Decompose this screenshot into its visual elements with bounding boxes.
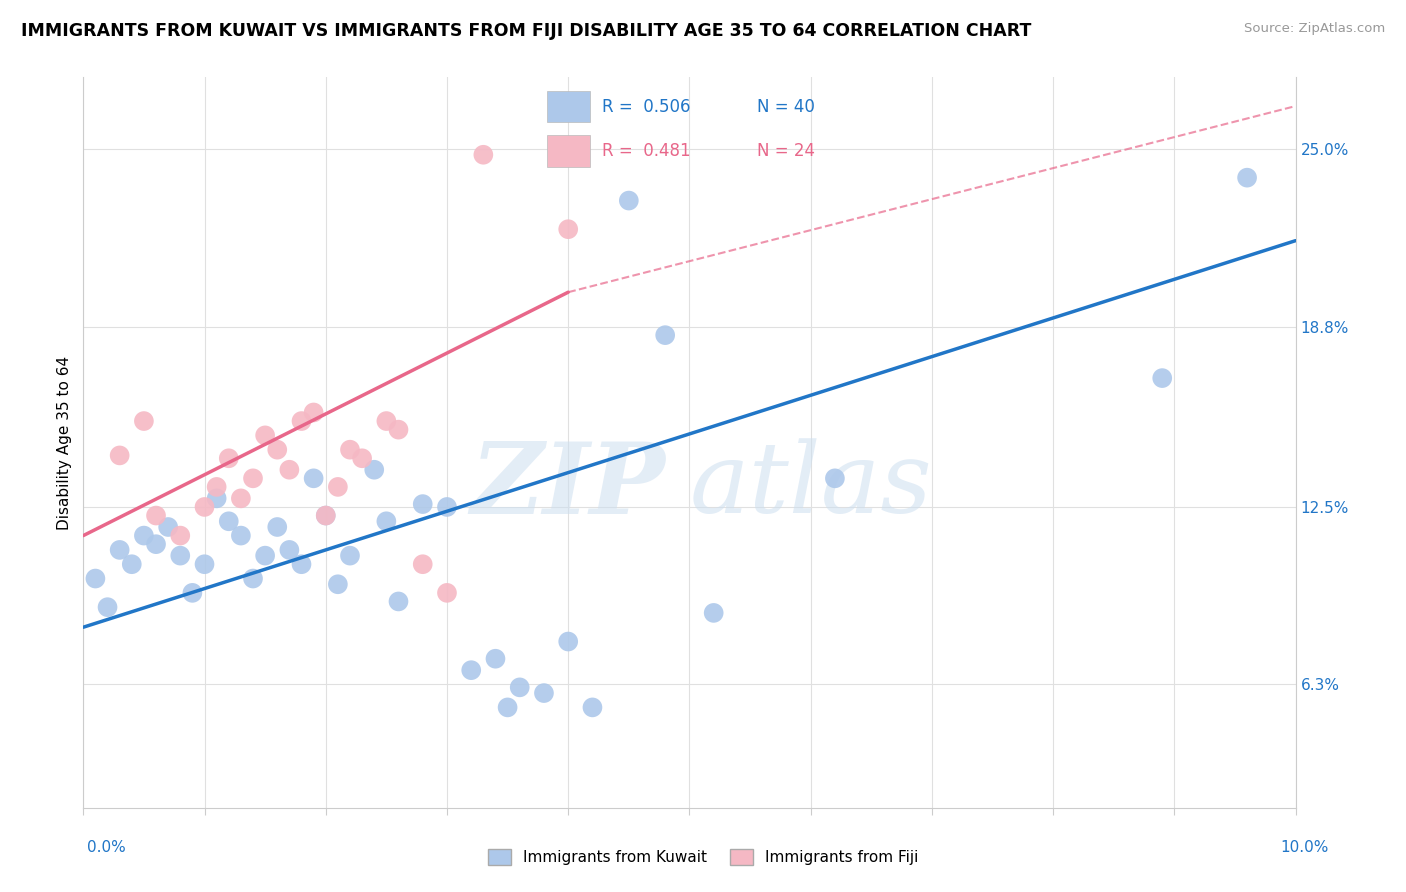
Point: [460, 663, 482, 677]
Point: [436, 586, 458, 600]
Point: [242, 572, 264, 586]
Point: [108, 542, 131, 557]
Text: 10.0%: 10.0%: [1281, 840, 1329, 855]
Point: [290, 558, 312, 572]
Point: [339, 549, 361, 563]
Text: IMMIGRANTS FROM KUWAIT VS IMMIGRANTS FROM FIJI DISABILITY AGE 35 TO 64 CORRELATI: IMMIGRANTS FROM KUWAIT VS IMMIGRANTS FRO…: [21, 22, 1032, 40]
Point: [145, 537, 167, 551]
Point: [375, 514, 398, 528]
Text: 0.0%: 0.0%: [87, 840, 127, 855]
Point: [387, 423, 409, 437]
Point: [108, 449, 131, 463]
Point: [218, 514, 240, 528]
Point: [352, 451, 374, 466]
Point: [557, 222, 579, 236]
Point: [326, 577, 349, 591]
Point: [218, 451, 240, 466]
Point: [242, 471, 264, 485]
Point: [157, 520, 180, 534]
Point: [278, 463, 301, 477]
Point: [193, 500, 215, 514]
Point: [315, 508, 337, 523]
Point: [181, 586, 204, 600]
Point: [654, 328, 676, 343]
Point: [193, 558, 215, 572]
Point: [617, 194, 640, 208]
Point: [533, 686, 555, 700]
Point: [496, 700, 519, 714]
Point: [302, 471, 325, 485]
Point: [169, 549, 191, 563]
Point: [266, 520, 288, 534]
Point: [436, 500, 458, 514]
Point: [1236, 170, 1258, 185]
Point: [315, 508, 337, 523]
Point: [254, 549, 277, 563]
Point: [96, 600, 118, 615]
Point: [254, 428, 277, 442]
Point: [484, 651, 506, 665]
Point: [472, 147, 495, 161]
Point: [145, 508, 167, 523]
Point: [387, 594, 409, 608]
Point: [205, 491, 228, 506]
Point: [824, 471, 846, 485]
Point: [326, 480, 349, 494]
FancyBboxPatch shape: [547, 136, 591, 167]
Text: N = 24: N = 24: [756, 142, 815, 160]
Text: N = 40: N = 40: [756, 98, 815, 116]
Point: [229, 491, 252, 506]
Point: [121, 558, 143, 572]
FancyBboxPatch shape: [547, 91, 591, 122]
Point: [363, 463, 385, 477]
Point: [1152, 371, 1174, 385]
Point: [412, 558, 434, 572]
Point: [266, 442, 288, 457]
Point: [278, 542, 301, 557]
Y-axis label: Disability Age 35 to 64: Disability Age 35 to 64: [58, 356, 72, 530]
Text: R =  0.506: R = 0.506: [602, 98, 690, 116]
Point: [412, 497, 434, 511]
Point: [205, 480, 228, 494]
Text: R =  0.481: R = 0.481: [602, 142, 690, 160]
Point: [132, 414, 155, 428]
Point: [169, 528, 191, 542]
Point: [132, 528, 155, 542]
Point: [339, 442, 361, 457]
Point: [581, 700, 603, 714]
Point: [703, 606, 725, 620]
Point: [302, 405, 325, 419]
Point: [84, 572, 107, 586]
Text: Source: ZipAtlas.com: Source: ZipAtlas.com: [1244, 22, 1385, 36]
Point: [229, 528, 252, 542]
Text: ZIP: ZIP: [470, 438, 665, 534]
Point: [557, 634, 579, 648]
Point: [509, 681, 531, 695]
Point: [290, 414, 312, 428]
Text: atlas: atlas: [689, 439, 932, 534]
Point: [375, 414, 398, 428]
Legend: Immigrants from Kuwait, Immigrants from Fiji: Immigrants from Kuwait, Immigrants from …: [482, 843, 924, 871]
